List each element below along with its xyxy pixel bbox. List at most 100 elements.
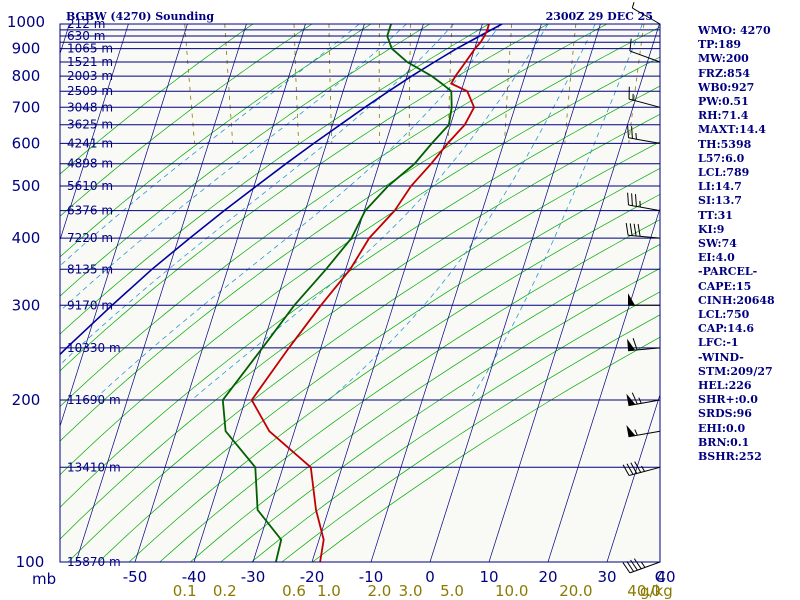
stat-item: TP:189 bbox=[698, 38, 742, 52]
stat-item: MAXT:14.4 bbox=[698, 123, 766, 137]
pressure-label: 600 bbox=[12, 134, 41, 152]
temperature-tick-label: -20 bbox=[300, 568, 325, 586]
height-label: 212 m bbox=[67, 17, 105, 31]
wind-barb-full bbox=[637, 224, 641, 237]
temperature-tick-label: -50 bbox=[123, 568, 148, 586]
wind-barb-staff bbox=[628, 466, 661, 476]
stat-item: TT:31 bbox=[698, 208, 733, 222]
dewpoint-profile-line bbox=[221, 24, 453, 562]
stat-item: RH:71.4 bbox=[698, 109, 749, 123]
stat-item: L57:6.0 bbox=[698, 151, 745, 165]
stat-item: CAP:14.6 bbox=[698, 322, 755, 336]
pressure-unit-label: mb bbox=[32, 570, 56, 588]
wind-barb-staff bbox=[628, 234, 661, 239]
stat-item: LCL:750 bbox=[698, 308, 750, 322]
wind-barb-full bbox=[633, 223, 637, 237]
wind-barb-full bbox=[631, 126, 633, 139]
sounding-profiles bbox=[60, 24, 503, 562]
mixing-ratio-label: 40.0 bbox=[627, 582, 660, 600]
height-label: 1521 m bbox=[67, 55, 113, 69]
plot-frame bbox=[59, 23, 661, 563]
stat-item: -WIND- bbox=[698, 350, 744, 364]
isotherm-line bbox=[370, 24, 542, 562]
pressure-label: 100 bbox=[16, 553, 45, 571]
sounding-time: 2300Z 29 DEC 25 bbox=[546, 10, 653, 23]
height-label: 4898 m bbox=[67, 157, 113, 171]
pressure-label: 200 bbox=[12, 391, 41, 409]
stat-item: TH:5398 bbox=[698, 137, 752, 151]
wind-barb-full bbox=[635, 194, 637, 207]
wind-barb-full bbox=[629, 223, 633, 236]
mixing-ratio-label: 0.6 bbox=[282, 582, 306, 600]
stat-item: SRDS:96 bbox=[698, 407, 752, 421]
wind-barb-full bbox=[630, 462, 638, 474]
wind-barb-full bbox=[627, 125, 629, 138]
isotherm-line bbox=[547, 207, 660, 562]
stat-item: LCL:789 bbox=[698, 166, 750, 180]
stat-item: SHR+:0.0 bbox=[698, 393, 758, 407]
pressure-label: 1000 bbox=[7, 13, 45, 31]
wind-barb-half bbox=[631, 1, 635, 9]
wind-barb-full bbox=[629, 38, 632, 52]
stat-item: MW:200 bbox=[698, 52, 749, 66]
wind-barb-half bbox=[641, 465, 645, 472]
stat-item: WMO: 4270 bbox=[698, 24, 771, 37]
height-label: 13410 m bbox=[67, 460, 121, 474]
isotherm-line bbox=[488, 24, 660, 562]
height-label: 2003 m bbox=[67, 69, 113, 83]
stat-item: BRN:0.1 bbox=[698, 435, 750, 449]
stat-item: FRZ:854 bbox=[698, 66, 751, 80]
wind-barb-flag bbox=[628, 293, 635, 306]
isotherm-line bbox=[311, 24, 483, 562]
pressure-label: 900 bbox=[12, 40, 41, 58]
wind-barb-full bbox=[632, 338, 638, 351]
wind-barb-flag bbox=[626, 393, 636, 406]
wind-barb-full bbox=[625, 223, 629, 236]
mixing-ratio-label: 0.2 bbox=[213, 582, 237, 600]
wind-barb-half bbox=[641, 562, 646, 568]
wind-barb-full bbox=[631, 392, 638, 405]
axis-labels: 0.1 0.2 0.6 1.0 2.0 3.0 5.0 10.0 20.0 40.01002003… bbox=[7, 13, 676, 600]
wind-barb-staff bbox=[628, 137, 661, 144]
isotherm-line bbox=[252, 24, 424, 562]
temperature-tick-label: -30 bbox=[241, 568, 266, 586]
stat-item: HEL:226 bbox=[698, 379, 752, 393]
stat-item: SI:13.7 bbox=[698, 194, 742, 208]
stat-item: CAPE:15 bbox=[698, 279, 752, 293]
isotherm-line bbox=[60, 24, 129, 242]
isotherm-line bbox=[193, 24, 365, 562]
moist-adiabat-line bbox=[328, 24, 596, 401]
temperature-tick-label: 0 bbox=[425, 568, 435, 586]
height-label: 7220 m bbox=[67, 231, 113, 245]
stat-item: PW:0.51 bbox=[698, 95, 749, 109]
wind-barbs bbox=[622, 1, 661, 574]
moist-adiabat-line bbox=[191, 24, 549, 401]
isotherm-line bbox=[429, 24, 601, 562]
wind-barb-half bbox=[638, 397, 642, 404]
pressure-label: 700 bbox=[12, 98, 41, 116]
stat-item: STM:209/27 bbox=[698, 364, 773, 378]
wind-barb-flag bbox=[627, 338, 636, 351]
wind-barb-full bbox=[633, 558, 642, 570]
mixing-ratio-label: 1.0 bbox=[317, 582, 341, 600]
stability-indices-panel: WMO: 4270 TP:189 MW:200 FRZ:854 WB0:927 PW:0.… bbox=[698, 24, 798, 464]
mixing-ratio-label: 2.0 bbox=[367, 582, 391, 600]
plot-area-background bbox=[60, 24, 660, 562]
pressure-label: 800 bbox=[12, 67, 41, 85]
temperature-tick-label: 30 bbox=[597, 568, 616, 586]
wind-barb-staff bbox=[628, 98, 661, 108]
moist-adiabat-line bbox=[93, 24, 502, 401]
isotherm-line bbox=[606, 393, 660, 562]
mixing-ratio-unit-label: g/kg bbox=[640, 582, 673, 600]
pressure-label: 500 bbox=[12, 177, 41, 195]
temperature-tick-label: -40 bbox=[182, 568, 207, 586]
stat-item: LI:14.7 bbox=[698, 180, 742, 194]
stat-item: EHI:0.0 bbox=[698, 421, 746, 435]
wind-barb-full bbox=[622, 562, 631, 574]
height-label: 3625 m bbox=[67, 118, 113, 132]
height-label: 15870 m bbox=[67, 555, 121, 569]
stat-item: KI:9 bbox=[698, 222, 725, 236]
height-label: 2509 m bbox=[67, 84, 113, 98]
pressure-label: 300 bbox=[12, 296, 41, 314]
